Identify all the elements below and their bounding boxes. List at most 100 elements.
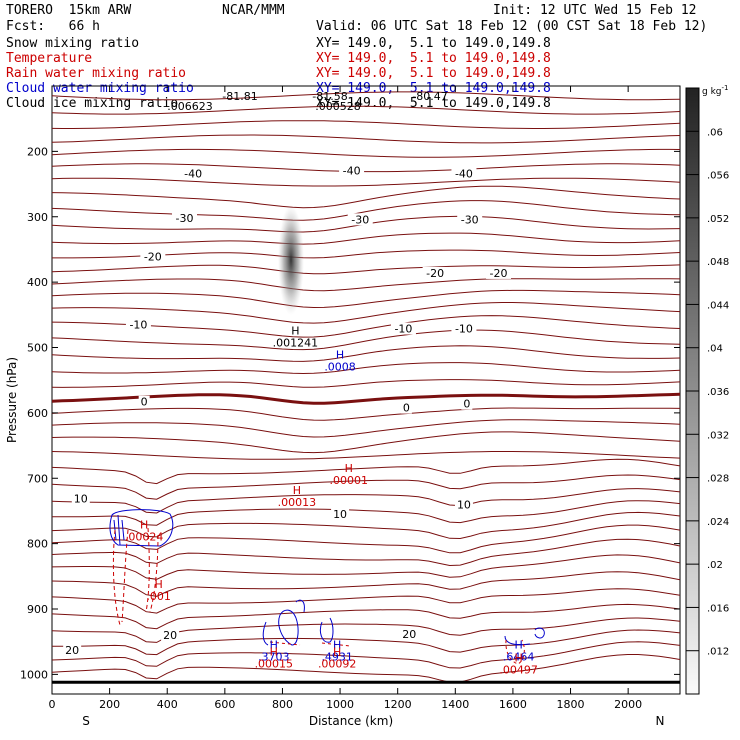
temperature-label: -10 bbox=[455, 323, 473, 336]
legend-cloud-water: Cloud water mixing ratio bbox=[6, 81, 194, 96]
isotherm-line bbox=[52, 474, 680, 500]
temperature-label-bg bbox=[331, 508, 350, 521]
isotherm-line bbox=[52, 419, 680, 438]
temperature-label-bg bbox=[486, 266, 512, 279]
x-tick-label: 1200 bbox=[384, 698, 412, 711]
temperature-label-bg bbox=[138, 395, 150, 408]
temperature-label: 10 bbox=[333, 508, 347, 521]
x-tick-label: 600 bbox=[214, 698, 235, 711]
isotherm-line bbox=[52, 641, 680, 669]
temperature-label-bg bbox=[140, 250, 166, 263]
temperature-label: -10 bbox=[129, 319, 147, 332]
isotherm-line bbox=[52, 105, 680, 115]
temperature-label: 20 bbox=[65, 644, 79, 657]
legend-temperature: Temperature bbox=[6, 51, 93, 66]
y-tick-label: 800 bbox=[27, 538, 48, 551]
maximum-value-label: .00024 bbox=[125, 531, 164, 544]
temperature-label: 20 bbox=[163, 629, 177, 642]
isotherm-line bbox=[52, 163, 680, 173]
temperature-label: 20 bbox=[402, 628, 416, 641]
y-tick-label: 900 bbox=[27, 603, 48, 616]
temperature-label-bg bbox=[400, 627, 419, 640]
cloud-water-contour-mid2 bbox=[319, 617, 334, 643]
isotherm-line bbox=[52, 185, 680, 209]
legend-xy-rain: XY= 149.0, 5.1 to 149.0,149.8 bbox=[316, 66, 551, 81]
isotherm-line bbox=[52, 302, 680, 324]
isotherm-line bbox=[52, 345, 680, 362]
top-snow-label: .006623 bbox=[167, 100, 213, 113]
x-end-label-north: N bbox=[656, 714, 665, 728]
maximum-value-label: .0008 bbox=[324, 361, 356, 374]
isotherm-line bbox=[52, 524, 680, 554]
temperature-label-bg bbox=[63, 644, 82, 657]
isotherm-line bbox=[52, 458, 680, 485]
rain-contour-mid bbox=[269, 641, 351, 647]
maximum-value-label: .00013 bbox=[278, 496, 317, 509]
y-tick-label: 1000 bbox=[20, 668, 48, 681]
colorbar-tick-label: .056 bbox=[707, 171, 729, 182]
colorbar-tick-label: .052 bbox=[707, 214, 729, 225]
isotherm-line bbox=[52, 134, 680, 144]
temperature-label: 0 bbox=[141, 396, 148, 409]
maximum-marker-h: H bbox=[140, 519, 148, 532]
legend-snow: Snow mixing ratio bbox=[6, 36, 140, 51]
temperature-label: 0 bbox=[403, 402, 410, 415]
isotherm-line bbox=[52, 91, 680, 101]
temperature-label-bg bbox=[125, 318, 151, 331]
isotherm-line bbox=[52, 511, 680, 540]
temperature-label-bg bbox=[390, 322, 416, 335]
x-axis-label: Distance (km) bbox=[309, 714, 393, 728]
isotherm-line bbox=[52, 379, 680, 388]
maximum-marker-h: H bbox=[293, 484, 301, 497]
y-tick-label: 400 bbox=[27, 276, 48, 289]
cloud-water-contour-south-inner bbox=[113, 514, 125, 546]
maximum-value-label: .001 bbox=[146, 590, 171, 603]
isotherm-line bbox=[52, 200, 680, 221]
y-tick-label: 600 bbox=[27, 407, 48, 420]
maximum-value-label: .00092 bbox=[318, 658, 357, 671]
x-tick-label: 400 bbox=[157, 698, 178, 711]
org-label: NCAR/MMM bbox=[222, 3, 285, 18]
legend-rain: Rain water mixing ratio bbox=[6, 66, 187, 81]
temperature-label-bg bbox=[400, 401, 412, 414]
temperature-label: -20 bbox=[490, 267, 508, 280]
y-axis-label: Pressure (hPa) bbox=[5, 357, 19, 443]
legend-xy-temperature: XY= 149.0, 5.1 to 149.0,149.8 bbox=[316, 51, 551, 66]
temperature-label: -30 bbox=[351, 213, 369, 226]
maximum-marker-h: H bbox=[515, 651, 523, 664]
maximum-value-label: .3703 bbox=[258, 650, 290, 663]
isotherm-line bbox=[52, 232, 680, 245]
x-tick-label: 2000 bbox=[614, 698, 642, 711]
isotherm-line bbox=[52, 177, 680, 187]
x-tick-label: 1400 bbox=[441, 698, 469, 711]
temperature-label: -30 bbox=[461, 213, 479, 226]
isotherm-line bbox=[52, 289, 680, 309]
temperature-label-bg bbox=[451, 167, 477, 180]
temperature-label: 0 bbox=[463, 398, 470, 411]
temperature-label-bg bbox=[461, 397, 473, 410]
y-tick-label: 500 bbox=[27, 342, 48, 355]
forecast-hour: Fcst: 66 h bbox=[6, 19, 100, 34]
model-title: TORERO 15km ARW bbox=[6, 3, 132, 18]
isotherm-line bbox=[52, 629, 680, 656]
colorbar-tick-label: .024 bbox=[707, 517, 729, 528]
isotherm-line bbox=[52, 554, 680, 580]
x-tick-label: 1800 bbox=[557, 698, 585, 711]
isotherm-line bbox=[52, 431, 680, 454]
snow-shading bbox=[278, 205, 304, 315]
maximum-value-label: .00001 bbox=[329, 474, 368, 487]
temperature-label-bg bbox=[180, 167, 206, 180]
temperature-label: -20 bbox=[426, 267, 444, 280]
x-tick-label: 800 bbox=[272, 698, 293, 711]
colorbar-tick-label: .048 bbox=[707, 257, 729, 268]
snow-maximum-shade bbox=[278, 205, 304, 315]
isotherm-line bbox=[52, 264, 680, 275]
cloud-water-contour-south bbox=[109, 509, 174, 547]
isotherm-line bbox=[52, 617, 680, 643]
temperature-label-bg bbox=[347, 213, 373, 226]
y-tick-label: 200 bbox=[27, 145, 48, 158]
temperature-label-bg bbox=[172, 212, 198, 225]
colorbar-tick-label: .044 bbox=[707, 300, 729, 311]
temperature-label-bg bbox=[451, 322, 477, 335]
